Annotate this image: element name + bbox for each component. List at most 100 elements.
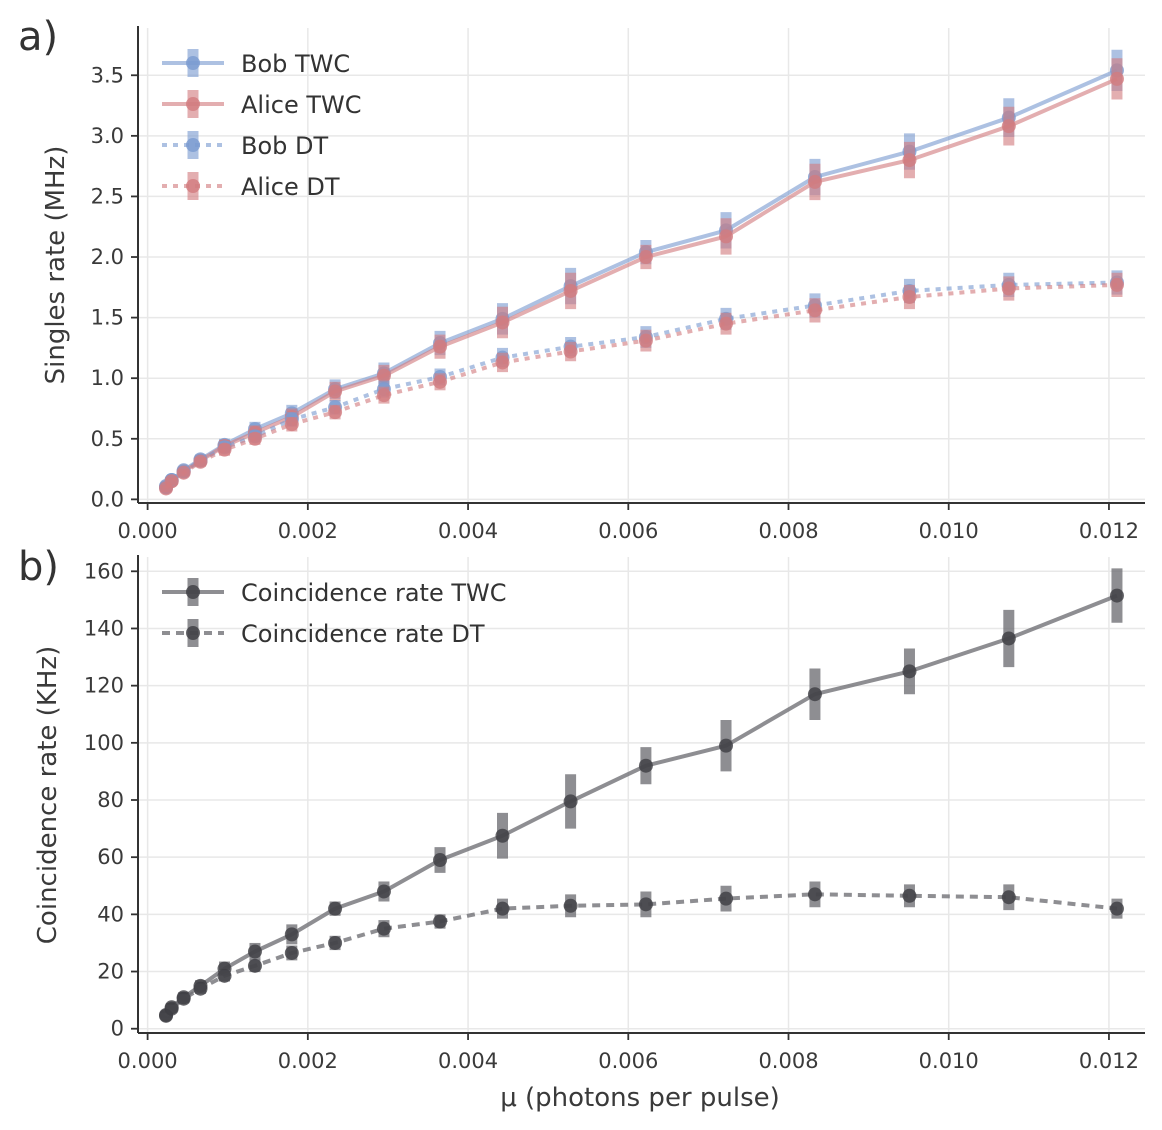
data-point xyxy=(495,828,510,843)
legend-label: Alice TWC xyxy=(241,91,362,119)
legend-marker xyxy=(186,56,200,70)
data-point xyxy=(902,290,917,305)
y-tick-label: 80 xyxy=(97,788,124,812)
series-alice-twc xyxy=(159,58,1124,495)
data-point xyxy=(284,417,299,432)
data-point xyxy=(638,897,653,912)
series-line xyxy=(164,280,1118,489)
legend-marker xyxy=(186,585,200,599)
data-point xyxy=(176,991,191,1006)
data-point xyxy=(638,758,653,773)
data-point xyxy=(1109,588,1124,603)
series-line xyxy=(164,892,1118,1018)
panel-b-coincidence-rate: b) Coincidence rate (KHz) μ (photons per… xyxy=(18,544,1145,1113)
data-point xyxy=(563,344,578,359)
legend-marker xyxy=(186,97,200,111)
y-tick-label: 3.0 xyxy=(91,124,124,148)
x-tick-label: 0.008 xyxy=(758,1049,818,1073)
x-tick-label: 0.006 xyxy=(598,519,658,543)
y-tick-label: 40 xyxy=(97,902,124,926)
data-point xyxy=(376,921,391,936)
y-tick-label: 140 xyxy=(84,616,124,640)
x-tick-label: 0.012 xyxy=(1079,519,1139,543)
data-point xyxy=(719,891,734,906)
data-point xyxy=(328,935,343,950)
data-point xyxy=(1109,901,1124,916)
x-tick-label: 0.008 xyxy=(758,519,818,543)
data-point xyxy=(719,229,734,244)
y-tick-label: 0.0 xyxy=(91,487,124,511)
x-tick-label: 0.010 xyxy=(919,519,979,543)
series-bob-dt xyxy=(159,270,1124,495)
data-point xyxy=(217,442,232,457)
data-point xyxy=(638,250,653,265)
data-point xyxy=(247,431,262,446)
x-tick-label: 0.004 xyxy=(438,1049,498,1073)
y-tick-label: 160 xyxy=(84,559,124,583)
x-tick-label: 0.004 xyxy=(438,519,498,543)
data-point xyxy=(376,368,391,383)
legend-item: Coincidence rate TWC xyxy=(162,578,507,607)
legend-label: Coincidence rate DT xyxy=(241,620,485,648)
data-point xyxy=(284,945,299,960)
data-point xyxy=(807,687,822,702)
data-point xyxy=(902,153,917,168)
data-point xyxy=(164,1001,179,1016)
data-point xyxy=(563,794,578,809)
legend-label: Bob TWC xyxy=(241,50,350,78)
data-point xyxy=(807,887,822,902)
legend-item: Alice DT xyxy=(162,172,340,201)
data-point xyxy=(1109,277,1124,292)
data-point xyxy=(495,355,510,370)
legend-item: Alice TWC xyxy=(162,90,362,119)
x-tick-label: 0.006 xyxy=(598,1049,658,1073)
data-point xyxy=(1109,71,1124,86)
y-tick-label: 60 xyxy=(97,845,124,869)
data-point xyxy=(247,944,262,959)
data-point xyxy=(807,303,822,318)
data-point xyxy=(495,315,510,330)
y-tick-label: 2.0 xyxy=(91,245,124,269)
data-point xyxy=(328,405,343,420)
y-tick-label: 0.5 xyxy=(91,427,124,451)
y-tick-label: 3.5 xyxy=(91,63,124,87)
data-point xyxy=(1001,281,1016,296)
data-point xyxy=(376,388,391,403)
y-axis-label-b: Coincidence rate (KHz) xyxy=(33,646,63,944)
data-point xyxy=(433,339,448,354)
legend-item: Bob TWC xyxy=(162,49,350,78)
data-point xyxy=(328,901,343,916)
legend-label: Alice DT xyxy=(241,173,340,201)
x-tick-label: 0.002 xyxy=(278,1049,338,1073)
legend-item: Bob DT xyxy=(162,131,328,160)
data-point xyxy=(284,927,299,942)
data-point xyxy=(164,474,179,489)
y-tick-label: 2.5 xyxy=(91,184,124,208)
y-axis-label-a: Singles rate (MHz) xyxy=(41,146,71,385)
data-point xyxy=(1001,890,1016,905)
x-tick-label: 0.010 xyxy=(919,1049,979,1073)
panel-a-singles-rate: a) Singles rate (MHz) 0.000 0.002 0.004 0.0… xyxy=(18,14,1145,543)
legend-marker xyxy=(186,138,200,152)
data-point xyxy=(638,333,653,348)
x-axis-label-b: μ (photons per pulse) xyxy=(500,1083,780,1113)
x-tick-label: 0.002 xyxy=(278,519,338,543)
data-point xyxy=(807,174,822,189)
data-point xyxy=(719,316,734,331)
legend-marker xyxy=(186,179,200,193)
y-tick-label: 1.0 xyxy=(91,366,124,390)
data-point xyxy=(328,384,343,399)
data-point xyxy=(1001,631,1016,646)
panel-label-b: b) xyxy=(18,544,59,590)
data-point xyxy=(719,738,734,753)
panel-label-a: a) xyxy=(18,14,58,60)
legend-label: Coincidence rate TWC xyxy=(241,579,507,607)
data-point xyxy=(193,981,208,996)
y-tick-label: 0 xyxy=(111,1017,124,1041)
data-point xyxy=(902,664,917,679)
data-point xyxy=(193,454,208,469)
series-coincidence-rate-dt xyxy=(159,881,1124,1023)
data-point xyxy=(176,465,191,480)
series-alice-dt xyxy=(159,272,1124,496)
